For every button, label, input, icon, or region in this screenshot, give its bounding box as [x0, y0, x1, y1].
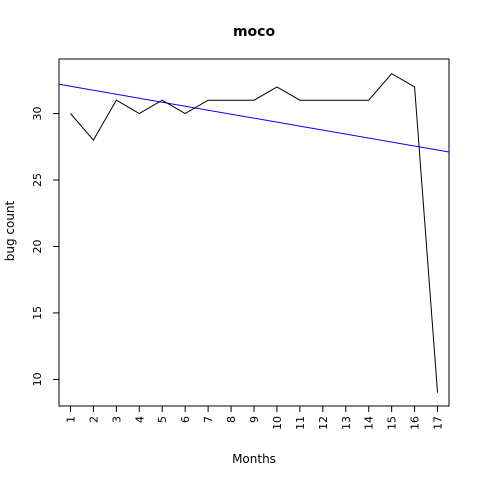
x-tick-label: 5 [156, 416, 169, 423]
x-tick-label: 15 [386, 416, 399, 430]
x-tick-label: 13 [340, 416, 353, 430]
y-tick-label: 30 [31, 107, 44, 121]
x-tick-label: 1 [64, 416, 77, 423]
x-tick-label: 10 [271, 416, 284, 430]
series-line [70, 72, 439, 393]
y-tick-label: 25 [31, 173, 44, 187]
x-tick-label: 2 [87, 416, 100, 423]
x-tick-label: 3 [110, 416, 123, 423]
x-tick-label: 16 [409, 416, 422, 430]
chart-title: moco [233, 24, 276, 40]
x-axis-label: Months [232, 452, 276, 466]
x-tick-label: 7 [202, 416, 215, 423]
x-tick-label: 4 [133, 416, 146, 423]
x-tick-label: 8 [225, 416, 238, 423]
x-tick-label: 14 [363, 416, 376, 430]
x-tick-label: 9 [248, 416, 261, 423]
x-tick-label: 17 [432, 416, 445, 430]
y-axis-label: bug count [3, 200, 17, 261]
x-tick-label: 6 [179, 416, 192, 423]
y-tick-label: 20 [31, 239, 44, 253]
y-tick-label: 10 [31, 372, 44, 386]
y-tick-label: 15 [31, 306, 44, 320]
trend-line [59, 83, 449, 153]
x-tick-label: 11 [294, 416, 307, 430]
x-tick-label: 12 [317, 416, 330, 430]
